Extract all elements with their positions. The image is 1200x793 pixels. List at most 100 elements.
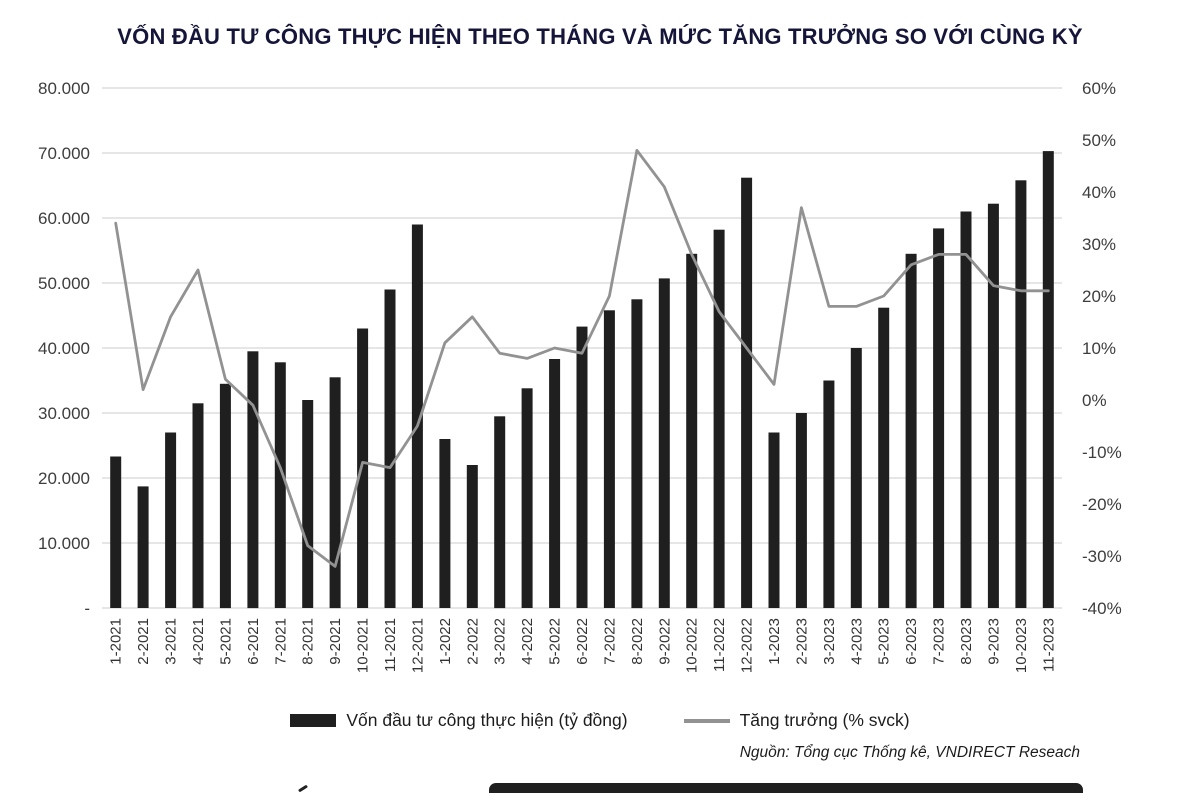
x-axis-tick-label: 9-2021 (327, 618, 344, 665)
x-axis-tick-label: 3-2021 (163, 618, 180, 665)
line-series-swatch-icon (683, 718, 730, 723)
x-axis-tick-label: 4-2021 (190, 618, 207, 665)
x-axis-tick-label: 10-2021 (355, 618, 372, 673)
bar (603, 310, 615, 608)
x-axis-tick-label: 2-2022 (464, 618, 481, 665)
bar (274, 362, 286, 608)
bar (905, 253, 917, 609)
x-axis-tick-label: 10-2023 (1013, 618, 1030, 673)
x-axis-tick-label: 7-2021 (272, 618, 289, 665)
cut-off-text-fragment (296, 783, 310, 793)
bar (631, 299, 643, 609)
bar (878, 307, 890, 608)
left-axis-tick-label: 40.000 (38, 339, 90, 358)
x-axis-tick-label: 2-2021 (135, 618, 152, 665)
x-axis-tick-label: 4-2023 (848, 618, 865, 665)
bar (576, 326, 588, 608)
combo-chart: 80.000 70.000 60.000 50.000 40.000 30.000 20.0… (38, 79, 1122, 673)
x-axis-tick-label: 8-2022 (629, 618, 646, 665)
right-axis-tick-label: 20% (1082, 287, 1116, 306)
legend-item-bars: Vốn đầu tư công thực hiện (tỷ đồng) (290, 710, 628, 731)
bar (329, 377, 341, 609)
left-axis-tick-label: 50.000 (38, 274, 90, 293)
x-axis-tick-label: 12-2021 (409, 618, 426, 673)
right-axis-tick-label: 40% (1082, 183, 1116, 202)
chart-legend: Vốn đầu tư công thực hiện (tỷ đồng) Tăng… (0, 710, 1200, 731)
x-axis-tick-label: 6-2021 (245, 618, 262, 665)
right-axis-tick-label: 0% (1082, 391, 1107, 410)
bar (137, 486, 149, 608)
bar (823, 380, 835, 608)
right-axis-tick-label: -40% (1082, 599, 1122, 618)
cut-off-next-section-header (489, 783, 1083, 793)
bar (192, 403, 204, 609)
left-axis-tick-label: 70.000 (38, 144, 90, 163)
x-axis-tick-label: 11-2022 (711, 618, 728, 672)
bar (658, 278, 670, 608)
x-axis-tick-label: 6-2023 (903, 618, 920, 665)
right-axis-tick-label: 10% (1082, 339, 1116, 358)
legend-label-line: Tăng trưởng (% svck) (739, 710, 910, 730)
bar (110, 456, 122, 608)
bar (987, 203, 999, 608)
x-axis-tick-label: 3-2022 (492, 618, 509, 665)
bar (713, 229, 725, 608)
growth-line (114, 148, 1050, 568)
bar (302, 400, 314, 608)
bar (795, 413, 807, 608)
x-axis-tick-label: 6-2022 (574, 618, 591, 665)
x-axis-tick-label: 8-2021 (300, 618, 317, 665)
bar (549, 359, 561, 608)
left-axis-tick-label: 60.000 (38, 209, 90, 228)
x-axis-tick-label: 11-2021 (382, 618, 399, 672)
legend-label-bars: Vốn đầu tư công thực hiện (tỷ đồng) (346, 710, 628, 730)
bar (960, 211, 972, 608)
x-axis-tick-label: 5-2023 (876, 618, 893, 665)
bar (357, 328, 369, 608)
bar (741, 177, 753, 608)
x-axis-tick-label: 9-2022 (656, 618, 673, 665)
x-axis-tick-label: 7-2022 (601, 618, 618, 665)
x-axis-tick-label: 12-2022 (739, 618, 756, 673)
bar (494, 416, 506, 609)
bar (933, 228, 945, 608)
x-axis-tick-label: 1-2022 (437, 618, 454, 665)
chart-title: VỐN ĐẦU TƯ CÔNG THỰC HIỆN THEO THÁNG VÀ … (117, 24, 1083, 49)
right-axis-tick-label: 60% (1082, 79, 1116, 98)
x-axis-tick-label: 7-2023 (931, 618, 948, 665)
right-axis-tick-label: -20% (1082, 495, 1122, 514)
right-axis-tick-label: -30% (1082, 547, 1122, 566)
x-axis-tick-label: 4-2022 (519, 618, 536, 665)
bar (165, 432, 177, 608)
legend-item-line: Tăng trưởng (% svck) (683, 710, 910, 731)
x-axis-tick-label: 8-2023 (958, 618, 975, 665)
right-axis-tick-label: 30% (1082, 235, 1116, 254)
left-axis-tick-label: 10.000 (38, 534, 90, 553)
x-axis-tick-label: 3-2023 (821, 618, 838, 665)
bar (850, 348, 862, 608)
x-axis-tick-label: 5-2021 (217, 618, 234, 665)
bar (521, 388, 533, 608)
x-axis-tick-label: 5-2022 (547, 618, 564, 665)
x-axis-tick-label: 1-2023 (766, 618, 783, 665)
bar (1042, 151, 1054, 608)
source-note: Nguồn: Tổng cục Thống kê, VNDIRECT Resea… (739, 744, 1080, 761)
right-axis-tick-label: -10% (1082, 443, 1122, 462)
bar-series-swatch-icon (290, 714, 337, 727)
x-axis-tick-label: 11-2023 (1040, 618, 1057, 672)
x-axis-tick-label: 1-2021 (108, 618, 125, 665)
x-axis-tick-label: 9-2023 (985, 618, 1002, 665)
left-axis-tick-label: 30.000 (38, 404, 90, 423)
bar (466, 465, 478, 608)
bar (768, 432, 780, 608)
x-axis-tick-label: 2-2023 (793, 618, 810, 665)
bar (384, 289, 396, 608)
left-axis-tick-label: 20.000 (38, 469, 90, 488)
right-axis-tick-label: 50% (1082, 131, 1116, 150)
bar (1015, 180, 1027, 609)
left-axis-tick-label: - (84, 599, 90, 618)
bar (686, 253, 698, 609)
bar (439, 439, 451, 608)
x-axis-tick-label: 10-2022 (684, 618, 701, 673)
bar (247, 351, 259, 609)
